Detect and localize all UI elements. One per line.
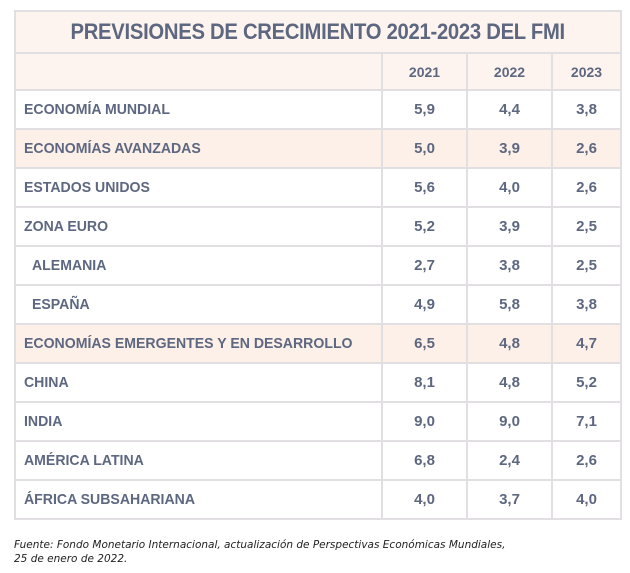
value-2022: 2,4 <box>466 440 553 481</box>
value-2023: 3,8 <box>551 89 622 130</box>
value-2022: 4,8 <box>466 362 553 403</box>
growth-forecast-table: PREVISIONES DE CRECIMIENTO 2021-2023 DEL… <box>14 10 622 520</box>
value-2021: 5,9 <box>381 89 468 130</box>
table-title: PREVISIONES DE CRECIMIENTO 2021-2023 DEL… <box>14 10 622 54</box>
row-label: ECONOMÍAS AVANZADAS <box>14 128 383 169</box>
value-2023: 4,7 <box>551 323 622 364</box>
value-2023: 4,0 <box>551 479 622 520</box>
header-2022: 2022 <box>466 52 553 91</box>
value-2021: 2,7 <box>381 245 468 286</box>
value-2022: 5,8 <box>466 284 553 325</box>
value-2021: 4,0 <box>381 479 468 520</box>
value-2021: 5,2 <box>381 206 468 247</box>
row-label: ESPAÑA <box>14 284 383 325</box>
value-2022: 4,8 <box>466 323 553 364</box>
row-label: ALEMANIA <box>14 245 383 286</box>
header-2023: 2023 <box>551 52 622 91</box>
table-row: ÁFRICA SUBSAHARIANA 4,0 3,7 4,0 <box>14 479 622 520</box>
value-2022: 3,9 <box>466 128 553 169</box>
table-row: ZONA EURO 5,2 3,9 2,5 <box>14 206 622 247</box>
value-2021: 5,6 <box>381 167 468 208</box>
table-row: ESPAÑA 4,9 5,8 3,8 <box>14 284 622 325</box>
table-row: AMÉRICA LATINA 6,8 2,4 2,6 <box>14 440 622 481</box>
value-2021: 6,5 <box>381 323 468 364</box>
row-label: CHINA <box>14 362 383 403</box>
row-label: ECONOMÍA MUNDIAL <box>14 89 383 130</box>
value-2023: 2,5 <box>551 206 622 247</box>
value-2023: 7,1 <box>551 401 622 442</box>
value-2022: 4,4 <box>466 89 553 130</box>
value-2022: 9,0 <box>466 401 553 442</box>
row-label: ZONA EURO <box>14 206 383 247</box>
value-2023: 2,5 <box>551 245 622 286</box>
value-2023: 2,6 <box>551 128 622 169</box>
value-2021: 4,9 <box>381 284 468 325</box>
header-2021: 2021 <box>381 52 468 91</box>
value-2023: 3,8 <box>551 284 622 325</box>
table-row: ECONOMÍA MUNDIAL 5,9 4,4 3,8 <box>14 89 622 130</box>
row-label: ESTADOS UNIDOS <box>14 167 383 208</box>
value-2021: 8,1 <box>381 362 468 403</box>
header-row: 2021 2022 2023 <box>14 52 622 91</box>
row-label: ECONOMÍAS EMERGENTES Y EN DESARROLLO <box>14 323 383 364</box>
value-2022: 3,9 <box>466 206 553 247</box>
row-label: INDIA <box>14 401 383 442</box>
value-2023: 2,6 <box>551 440 622 481</box>
header-empty-cell <box>14 52 383 91</box>
value-2023: 2,6 <box>551 167 622 208</box>
source-line-1: Fuente: Fondo Monetario Internacional, a… <box>14 539 506 551</box>
source-note: Fuente: Fondo Monetario Internacional, a… <box>14 538 614 566</box>
row-label: ÁFRICA SUBSAHARIANA <box>14 479 383 520</box>
value-2021: 6,8 <box>381 440 468 481</box>
table-row: CHINA 8,1 4,8 5,2 <box>14 362 622 403</box>
title-row: PREVISIONES DE CRECIMIENTO 2021-2023 DEL… <box>14 10 622 54</box>
source-line-2: 25 de enero de 2022. <box>14 553 128 565</box>
value-2021: 5,0 <box>381 128 468 169</box>
value-2022: 3,7 <box>466 479 553 520</box>
table-row: ECONOMÍAS AVANZADAS 5,0 3,9 2,6 <box>14 128 622 169</box>
value-2021: 9,0 <box>381 401 468 442</box>
value-2023: 5,2 <box>551 362 622 403</box>
table-row: ESTADOS UNIDOS 5,6 4,0 2,6 <box>14 167 622 208</box>
row-label: AMÉRICA LATINA <box>14 440 383 481</box>
table-row: ECONOMÍAS EMERGENTES Y EN DESARROLLO 6,5… <box>14 323 622 364</box>
table-row: ALEMANIA 2,7 3,8 2,5 <box>14 245 622 286</box>
table-row: INDIA 9,0 9,0 7,1 <box>14 401 622 442</box>
value-2022: 4,0 <box>466 167 553 208</box>
value-2022: 3,8 <box>466 245 553 286</box>
